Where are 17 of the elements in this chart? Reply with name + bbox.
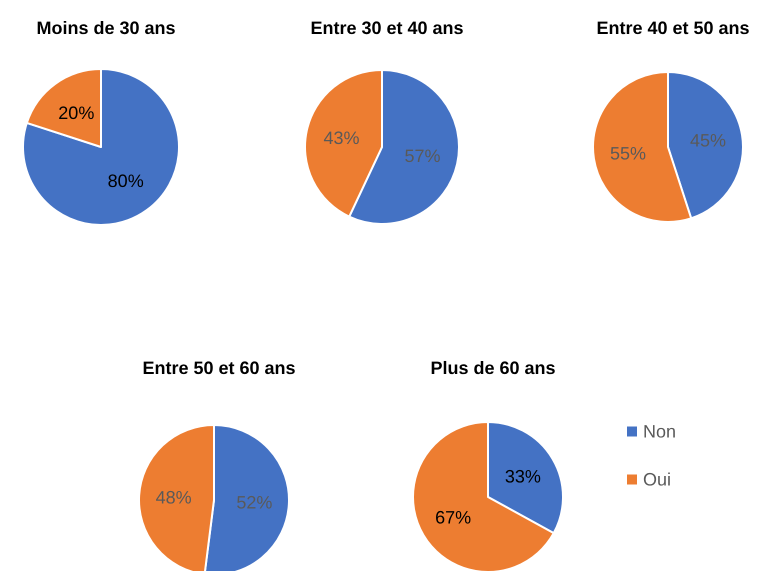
data-label: 57% [404, 146, 441, 166]
legend-label: Oui [643, 470, 672, 490]
data-label: 80% [108, 170, 144, 191]
data-label: 67% [435, 508, 472, 528]
data-label: 45% [690, 130, 726, 151]
chart-title: Plus de 60 ans [430, 358, 556, 378]
chart-title: Entre 30 et 40 ans [310, 18, 464, 38]
legend-label: Non [643, 422, 676, 442]
data-label: 52% [236, 492, 272, 513]
data-label: 55% [610, 143, 646, 164]
chart-title: Moins de 30 ans [36, 18, 176, 38]
data-label: 43% [323, 128, 360, 148]
data-label: 48% [156, 487, 192, 508]
chart-title: Entre 40 et 50 ans [596, 18, 750, 38]
data-label: 33% [504, 466, 541, 486]
data-label: 20% [58, 103, 94, 124]
chart-title: Entre 50 et 60 ans [142, 358, 296, 378]
